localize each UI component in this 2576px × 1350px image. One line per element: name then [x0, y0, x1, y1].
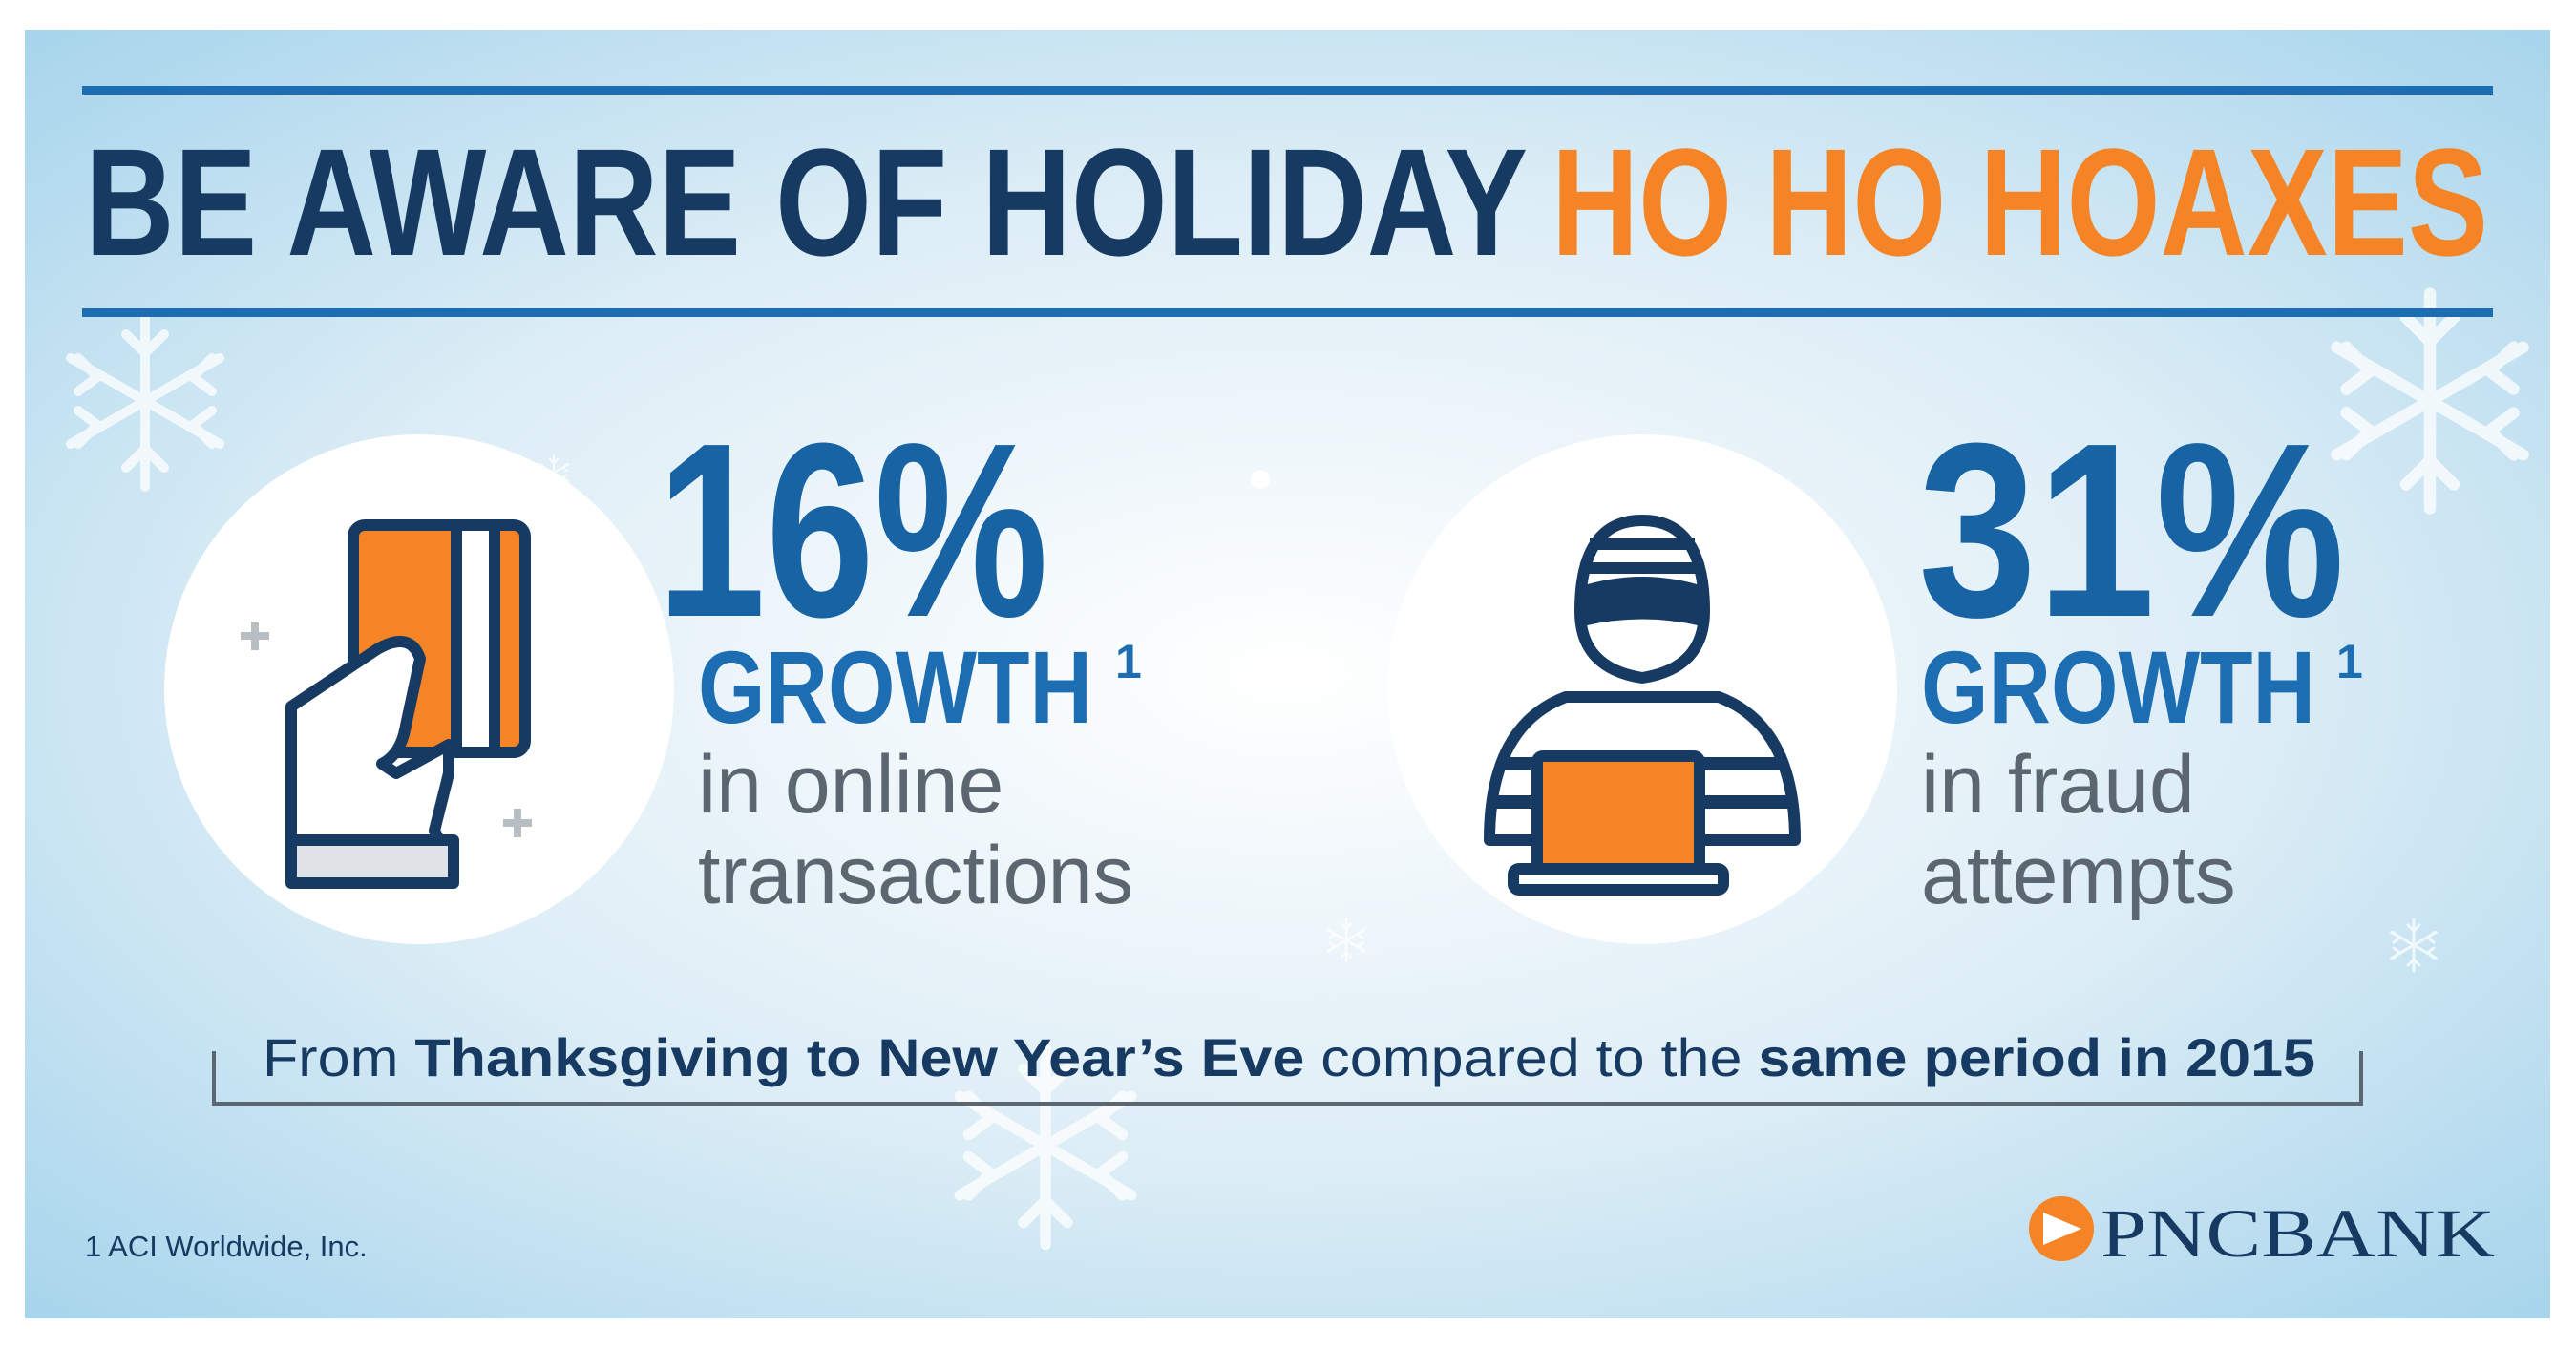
- logo: PNC BANK: [2029, 1195, 2495, 1272]
- rule-bottom: [82, 308, 2493, 317]
- note-bracket: [212, 1051, 2363, 1106]
- title-main: BE AWARE OF HOLIDAY: [85, 116, 1528, 287]
- stat-description: transactions: [698, 830, 1133, 921]
- logo-suffix: BANK: [2261, 1195, 2495, 1272]
- note-text: From: [263, 1027, 414, 1087]
- thief-icon: [1484, 515, 1801, 896]
- stat-description: in online: [698, 739, 1003, 831]
- stat-description: in fraud: [1921, 739, 2195, 831]
- card-hand-icon: [285, 519, 531, 889]
- stat-label: GROWTH: [1921, 629, 2315, 745]
- footnote-mark: 1: [1115, 635, 1142, 688]
- footnote-mark: 1: [2336, 635, 2363, 688]
- title-accent: HO HO HOAXES: [1552, 116, 2488, 287]
- stat-figure: 16%: [657, 392, 1048, 669]
- note-text: compared to the: [1304, 1027, 1758, 1087]
- stat-figure: 31%: [1918, 392, 2345, 669]
- logo-name: PNC: [2101, 1195, 2261, 1272]
- note-emphasis: Thanksgiving to New Year’s Eve: [414, 1027, 1304, 1087]
- stat-label: GROWTH: [698, 629, 1092, 745]
- snow-dot: [1251, 470, 1270, 489]
- note: From Thanksgiving to New Year’s Eve comp…: [263, 1027, 2315, 1087]
- rule-top: [82, 86, 2493, 95]
- stat-description: attempts: [1921, 830, 2236, 921]
- source: 1 ACI Worldwide, Inc.: [85, 1230, 368, 1263]
- note-emphasis: same period in 2015: [1758, 1027, 2315, 1087]
